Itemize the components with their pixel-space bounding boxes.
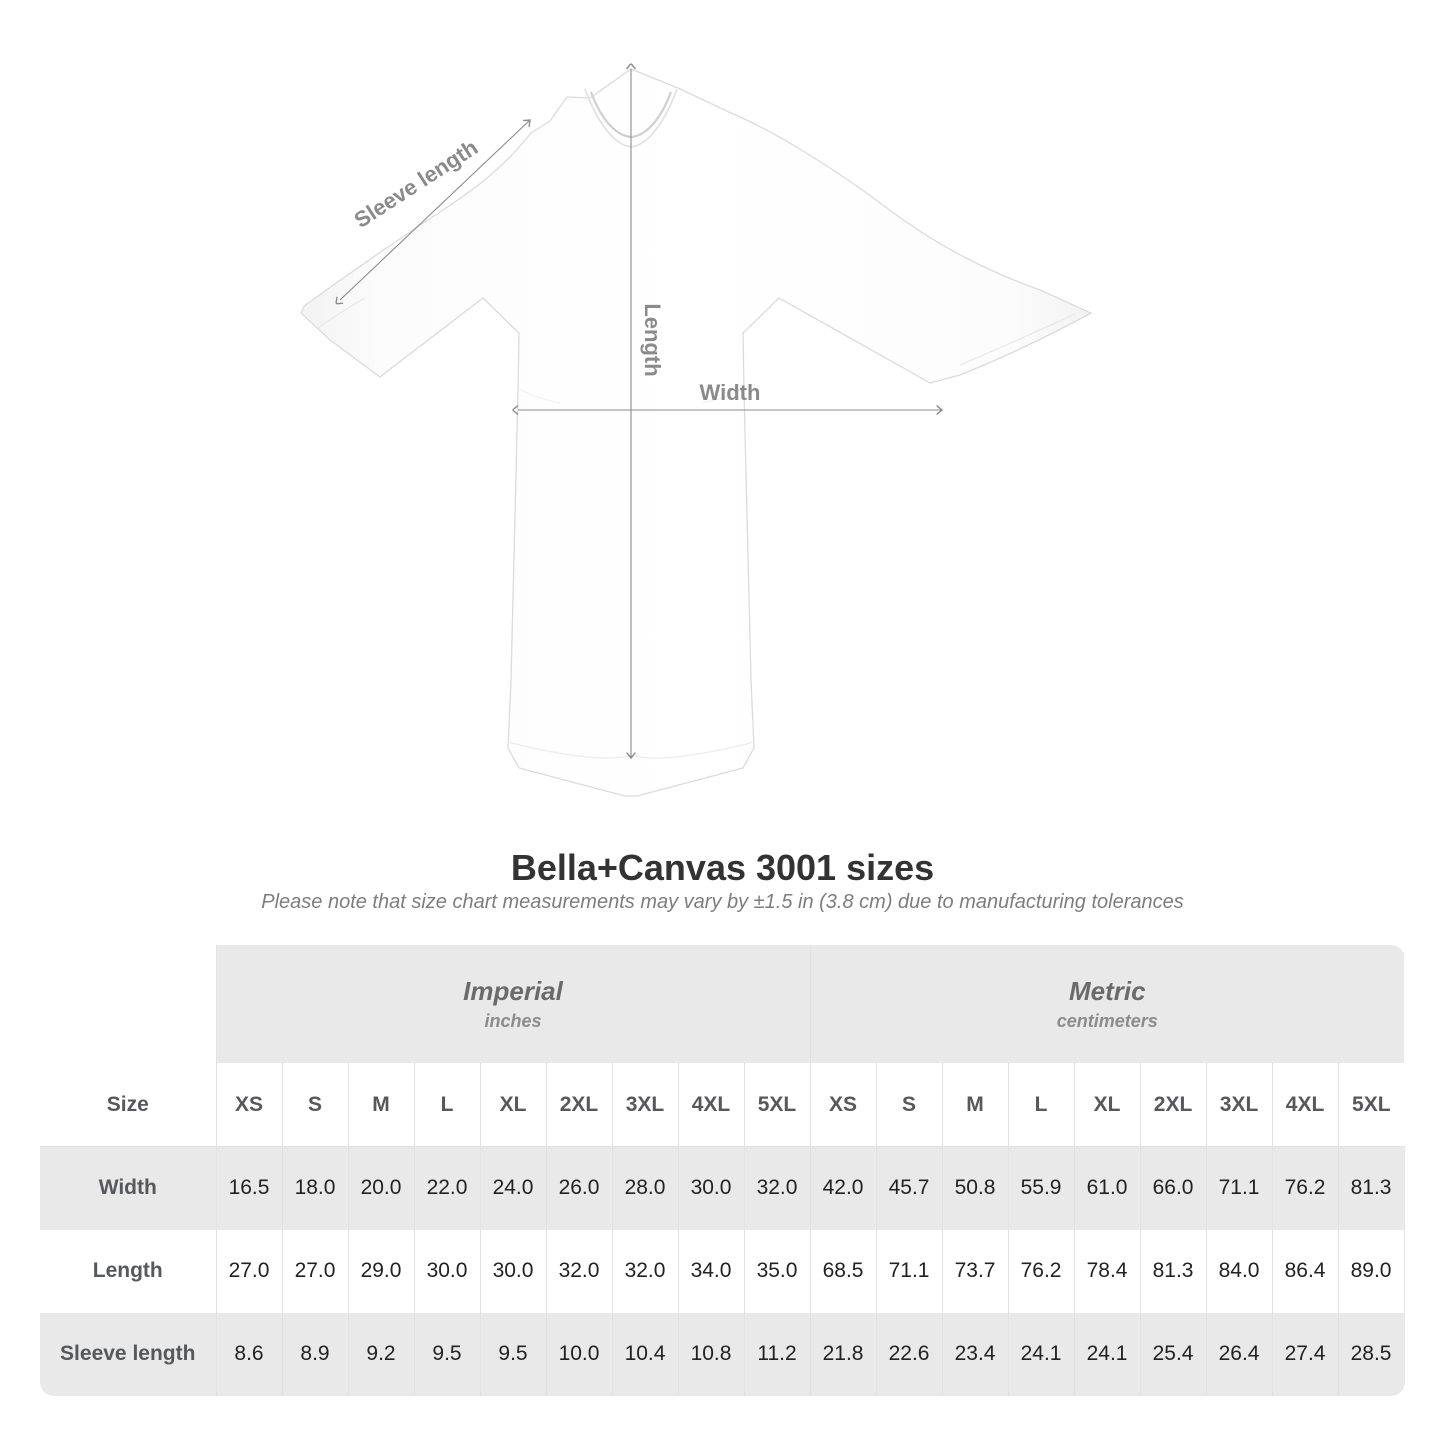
svg-text:Length: Length	[640, 303, 665, 376]
svg-text:Width: Width	[700, 380, 761, 405]
